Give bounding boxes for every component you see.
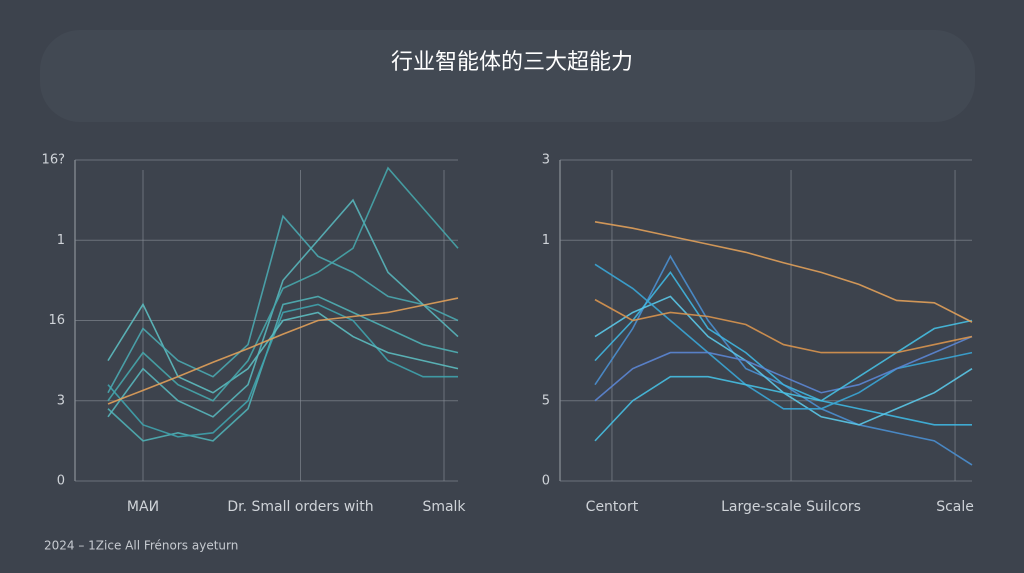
series-line bbox=[107, 303, 458, 438]
y-tick-label: 0 bbox=[57, 474, 65, 489]
series-line bbox=[594, 263, 973, 410]
page-title: 行业智能体的三大超能力 bbox=[391, 50, 633, 75]
series-line bbox=[107, 214, 459, 394]
y-tick-label: 0 bbox=[542, 474, 550, 489]
series-line bbox=[594, 335, 973, 402]
y-tick-label: 16 bbox=[48, 313, 65, 328]
series-line bbox=[594, 298, 973, 354]
series-line bbox=[107, 295, 459, 442]
x-tick-label: Smalk bbox=[422, 499, 466, 515]
x-tick-label: Centort bbox=[586, 499, 639, 515]
series-line bbox=[107, 302, 459, 394]
y-tick-label: 1 bbox=[57, 233, 65, 248]
x-tick-label: MAИ bbox=[127, 499, 159, 515]
title-band bbox=[40, 30, 975, 122]
y-tick-label: 3 bbox=[542, 153, 550, 168]
series-line bbox=[107, 166, 459, 402]
x-tick-label: Dr. Small orders with bbox=[227, 499, 373, 515]
y-tick-label: 1 bbox=[542, 233, 550, 248]
footer: 2024 – 1Zice All Frénors ayeturn bbox=[44, 539, 238, 553]
series-line bbox=[594, 270, 972, 426]
series-line bbox=[594, 319, 973, 442]
y-tick-label: 16? bbox=[42, 153, 65, 168]
y-tick-label: 3 bbox=[57, 393, 65, 408]
x-tick-label: Large-scale Suilcors bbox=[721, 499, 861, 515]
series-line bbox=[107, 198, 459, 418]
y-tick-label: 5 bbox=[542, 393, 550, 408]
series-line bbox=[107, 297, 459, 405]
x-tick-label: Scale bbox=[936, 499, 974, 515]
series-line bbox=[594, 221, 973, 323]
